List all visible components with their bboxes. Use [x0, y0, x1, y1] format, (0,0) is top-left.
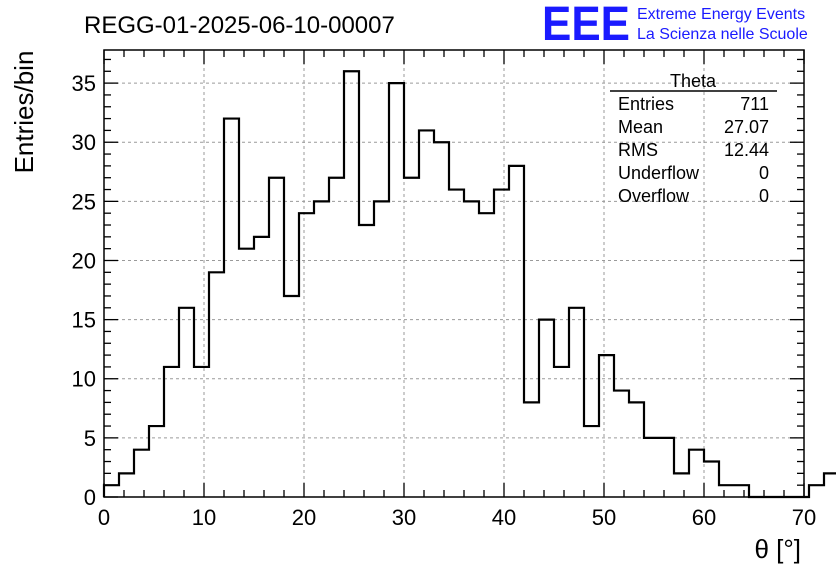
stats-value-underflow: 0	[759, 163, 769, 183]
histogram-bin	[659, 438, 674, 497]
histogram-bin	[134, 450, 149, 497]
stats-value-entries: 711	[740, 94, 769, 114]
histogram-bin	[179, 308, 194, 497]
stats-label-overflow: Overflow	[618, 186, 690, 206]
stats-label-rms: RMS	[618, 140, 658, 160]
x-tick-label: 50	[592, 505, 616, 530]
stats-label-entries: Entries	[618, 94, 674, 114]
histogram-bin	[389, 83, 404, 497]
x-tick-label: 20	[292, 505, 316, 530]
histogram-bin	[719, 485, 734, 497]
histogram-bin	[569, 308, 584, 497]
histogram-bin	[344, 71, 359, 497]
y-tick-label: 15	[72, 308, 96, 333]
histogram-bin	[509, 166, 524, 497]
histogram-outline	[102, 70, 836, 499]
histogram-bin	[269, 178, 284, 497]
histogram-bin	[824, 473, 836, 497]
histogram-bin	[404, 178, 419, 497]
histogram-bin	[449, 190, 464, 497]
y-tick-label: 0	[84, 485, 96, 510]
histogram-bin	[554, 367, 569, 497]
histogram-bin	[629, 402, 644, 497]
y-tick-label: 20	[72, 248, 96, 273]
histogram-bin	[614, 391, 629, 497]
histogram-bin	[494, 190, 509, 497]
histogram-bin	[584, 426, 599, 497]
y-tick-label: 35	[72, 71, 96, 96]
y-tick-label: 30	[72, 130, 96, 155]
y-axis-title: Entries/bin	[9, 51, 39, 174]
stats-label-underflow: Underflow	[618, 163, 700, 183]
stats-value-overflow: 0	[759, 186, 769, 206]
histogram-bin	[599, 355, 614, 497]
y-tick-label: 10	[72, 367, 96, 392]
eee-logo-mark: EEE	[542, 0, 630, 51]
eee-logo-line2: La Scienza nelle Scuole	[637, 26, 808, 43]
plot-frame	[103, 49, 805, 498]
histogram-bin	[119, 473, 134, 497]
histogram-bin	[314, 201, 329, 497]
y-tick-label: 25	[72, 189, 96, 214]
histogram-bin	[539, 320, 554, 497]
histogram-bin	[299, 213, 314, 497]
histogram-bin	[689, 450, 704, 497]
histogram-bin	[359, 225, 374, 497]
histogram-bin	[224, 119, 239, 497]
stats-box: Theta Entries 711 Mean 27.07 RMS 12.44 U…	[610, 71, 777, 206]
histogram-bin	[239, 249, 254, 497]
x-tick-label: 10	[192, 505, 216, 530]
histogram-bin	[149, 426, 164, 497]
histogram-bin	[284, 296, 299, 497]
histogram-bin	[374, 201, 389, 497]
histogram-bin	[464, 201, 479, 497]
stats-value-mean: 27.07	[724, 117, 769, 137]
histogram-bin	[674, 473, 689, 497]
eee-logo: EEE Extreme Energy Events La Scienza nel…	[542, 0, 808, 51]
stats-title: Theta	[670, 71, 717, 91]
histogram-bin	[164, 367, 179, 497]
histogram-bin	[329, 178, 344, 497]
x-tick-label: 30	[392, 505, 416, 530]
axes-layer: 0 10 20 30 40 50 60 70 0 5 10 15 20 25 30 35	[72, 49, 816, 530]
histogram-bin	[104, 485, 119, 497]
eee-logo-line1: Extreme Energy Events	[637, 6, 805, 23]
grid-layer	[104, 50, 804, 497]
stats-value-rms: 12.44	[724, 140, 769, 160]
histogram-bin	[524, 402, 539, 497]
histogram-bin	[809, 485, 824, 497]
histogram-bin	[194, 367, 209, 497]
histogram-bin	[704, 462, 719, 497]
histogram-bin	[734, 485, 749, 497]
y-tick-label: 5	[84, 426, 96, 451]
x-axis-title: θ [°]	[754, 534, 801, 564]
x-tick-label: 0	[98, 505, 110, 530]
histogram-bin	[254, 237, 269, 497]
histogram-bin	[644, 438, 659, 497]
x-tick-label: 40	[492, 505, 516, 530]
chart-title: REGG-01-2025-06-10-00007	[84, 12, 395, 39]
histogram-bin	[479, 213, 494, 497]
x-tick-label: 60	[692, 505, 716, 530]
x-tick-label: 70	[792, 505, 816, 530]
histogram-bin	[419, 130, 434, 497]
histogram-layer	[102, 70, 836, 499]
stats-label-mean: Mean	[618, 117, 663, 137]
histogram-bin	[209, 272, 224, 497]
